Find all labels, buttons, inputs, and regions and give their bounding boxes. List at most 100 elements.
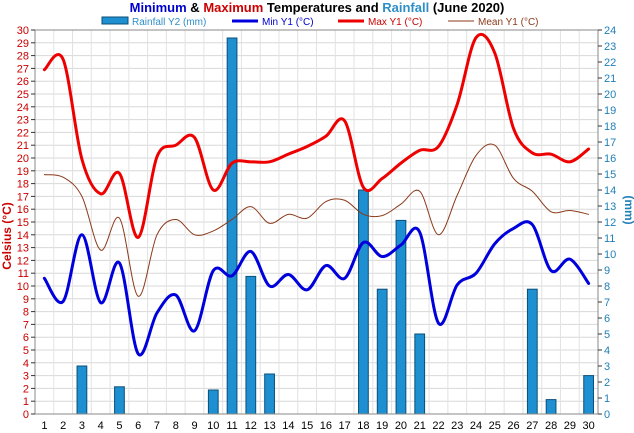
y-tick-label-left-27: 27 bbox=[17, 63, 29, 75]
mean-temperature-line bbox=[43, 143, 590, 297]
y-tick-label-right-5: 5 bbox=[604, 329, 610, 341]
y-tick-label-right-11: 11 bbox=[604, 233, 615, 245]
x-tick-label-8: 8 bbox=[173, 420, 179, 432]
y-tick-label-right-23: 23 bbox=[604, 41, 616, 53]
y-tick-label-left-16: 16 bbox=[17, 204, 29, 216]
legend-label-2: Max Y1 (°C) bbox=[368, 17, 422, 28]
y-tick-label-left-29: 29 bbox=[17, 38, 29, 50]
x-tick-label-2: 2 bbox=[60, 420, 66, 432]
rainfall-bar-day-30 bbox=[583, 375, 594, 415]
y-tick-label-right-1: 1 bbox=[604, 393, 610, 405]
y-tick-label-left-28: 28 bbox=[17, 51, 29, 63]
y-tick-label-right-6: 6 bbox=[604, 313, 610, 325]
rainfall-bar-day-18 bbox=[358, 189, 369, 415]
y-axis-label-right: (mm) bbox=[622, 195, 634, 224]
y-tick-label-left-25: 25 bbox=[17, 89, 29, 101]
x-tick-label-14: 14 bbox=[282, 420, 294, 432]
y-tick-label-right-10: 10 bbox=[604, 249, 616, 261]
x-tick-label-23: 23 bbox=[451, 420, 463, 432]
title-part-5: (June 2020) bbox=[429, 0, 504, 15]
y-tick-label-right-9: 9 bbox=[604, 265, 610, 277]
x-tick-label-6: 6 bbox=[135, 420, 141, 432]
y-tick-label-left-9: 9 bbox=[23, 294, 29, 306]
rainfall-bar-day-13 bbox=[264, 373, 275, 415]
x-tick-label-7: 7 bbox=[154, 420, 160, 432]
y-tick-label-left-19: 19 bbox=[17, 166, 29, 178]
x-tick-label-18: 18 bbox=[357, 420, 369, 432]
y-tick-label-left-2: 2 bbox=[23, 383, 29, 395]
rainfall-bar-day-21 bbox=[414, 333, 426, 415]
rainfall-bar-day-3 bbox=[76, 365, 88, 415]
x-tick-label-9: 9 bbox=[191, 420, 197, 432]
x-tick-label-1: 1 bbox=[41, 420, 47, 432]
y-tick-label-left-8: 8 bbox=[23, 307, 29, 319]
y-tick-label-left-20: 20 bbox=[17, 153, 29, 165]
x-tick-label-12: 12 bbox=[245, 420, 257, 432]
y-tick-label-right-3: 3 bbox=[604, 361, 610, 373]
legend-swatch-rainfall bbox=[101, 16, 129, 25]
y-tick-label-left-6: 6 bbox=[23, 332, 29, 344]
y-tick-label-right-24: 24 bbox=[604, 25, 616, 37]
y-tick-label-left-12: 12 bbox=[17, 255, 29, 267]
rainfall-bar-day-12 bbox=[245, 275, 257, 415]
y-tick-label-left-5: 5 bbox=[23, 345, 29, 357]
rainfall-bar-day-5 bbox=[114, 386, 125, 415]
title-part-2: Maximum bbox=[203, 0, 263, 15]
y-tick-label-left-17: 17 bbox=[17, 191, 29, 203]
y-tick-label-right-0: 0 bbox=[604, 409, 610, 421]
x-tick-label-15: 15 bbox=[301, 420, 313, 432]
y-tick-label-left-22: 22 bbox=[17, 127, 29, 139]
y-tick-label-right-17: 17 bbox=[604, 137, 616, 149]
max-temperature-line bbox=[42, 32, 591, 239]
gridlines bbox=[34, 29, 599, 415]
x-tick-label-27: 27 bbox=[526, 420, 538, 432]
y-tick-label-right-2: 2 bbox=[604, 377, 610, 389]
x-tick-label-25: 25 bbox=[489, 420, 501, 432]
x-tick-label-16: 16 bbox=[320, 420, 332, 432]
y-tick-label-right-13: 13 bbox=[604, 201, 616, 213]
y-tick-label-right-8: 8 bbox=[604, 281, 610, 293]
y-tick-label-left-14: 14 bbox=[17, 230, 29, 242]
title-part-3: Temperatures and bbox=[263, 0, 382, 15]
rainfall-bar-day-11 bbox=[226, 37, 238, 415]
x-tick-label-20: 20 bbox=[395, 420, 407, 432]
legend-label-3: Mean Y1 (°C) bbox=[478, 17, 539, 28]
y-tick-label-left-7: 7 bbox=[23, 319, 29, 331]
x-tick-label-5: 5 bbox=[116, 420, 122, 432]
y-tick-label-left-13: 13 bbox=[17, 243, 29, 255]
y-tick-label-left-1: 1 bbox=[23, 396, 29, 408]
x-tick-label-11: 11 bbox=[226, 420, 237, 432]
y-tick-label-right-20: 20 bbox=[604, 89, 616, 101]
rainfall-bar-day-27 bbox=[526, 288, 538, 415]
x-tick-label-10: 10 bbox=[207, 420, 219, 432]
y-tick-label-right-15: 15 bbox=[604, 169, 616, 181]
y-tick-label-left-3: 3 bbox=[23, 371, 29, 383]
y-tick-label-left-18: 18 bbox=[17, 179, 29, 191]
rainfall-bars bbox=[76, 37, 594, 415]
x-tick-label-13: 13 bbox=[263, 420, 275, 432]
legend: Rainfall Y2 (mm) Min Y1 (°C) Max Y1 (°C) Me… bbox=[101, 16, 539, 28]
y-tick-label-right-22: 22 bbox=[604, 57, 616, 69]
y-tick-label-left-24: 24 bbox=[17, 102, 29, 114]
y-tick-label-right-4: 4 bbox=[604, 345, 610, 357]
x-tick-label-21: 21 bbox=[414, 420, 426, 432]
y-tick-label-left-11: 11 bbox=[18, 268, 29, 280]
rainfall-bar-day-28 bbox=[545, 399, 557, 415]
title-part-1: & bbox=[187, 0, 204, 15]
y-tick-label-left-26: 26 bbox=[17, 76, 29, 88]
x-tick-label-22: 22 bbox=[432, 420, 444, 432]
legend-label-0: Rainfall Y2 (mm) bbox=[132, 17, 206, 28]
legend-label-1: Min Y1 (°C) bbox=[262, 17, 314, 28]
y-tick-label-left-30: 30 bbox=[17, 25, 29, 37]
y-tick-label-left-10: 10 bbox=[17, 281, 29, 293]
y-tick-label-right-14: 14 bbox=[604, 185, 616, 197]
x-tick-label-19: 19 bbox=[376, 420, 388, 432]
y-axis-label-left: Celsius (°C) bbox=[0, 202, 14, 269]
y-tick-label-left-23: 23 bbox=[17, 115, 29, 127]
x-tick-label-29: 29 bbox=[564, 420, 576, 432]
axes: 0123456789101112131415161718192021222324… bbox=[17, 25, 617, 432]
x-tick-label-17: 17 bbox=[339, 420, 351, 432]
y-tick-label-right-16: 16 bbox=[604, 153, 616, 165]
title-part-4: Rainfall bbox=[382, 0, 429, 15]
